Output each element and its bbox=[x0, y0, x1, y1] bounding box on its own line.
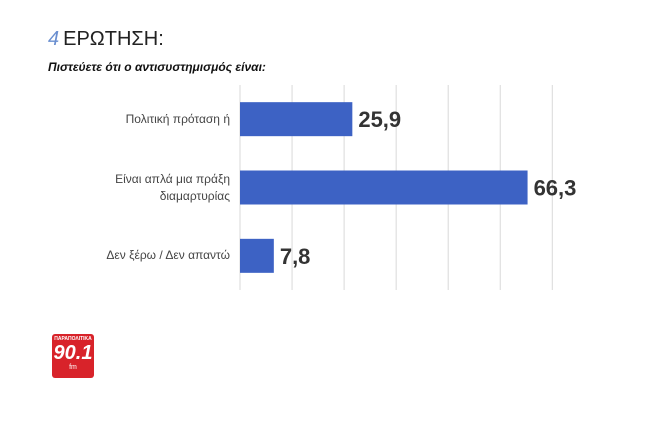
logo-brand: ΠΑΡΑΠΟΛΙΤΙΚΑ bbox=[54, 336, 92, 342]
logo-unit: fm bbox=[69, 364, 77, 371]
question-number: 4 bbox=[48, 28, 60, 50]
value-label: 25,9 bbox=[358, 107, 401, 132]
bar bbox=[240, 238, 274, 273]
logo: ΠΑΡΑΠΟΛΙΤΙΚΑ 90.1 fm bbox=[52, 334, 94, 378]
value-label: 7,8 bbox=[280, 244, 311, 269]
category-label: Δεν ξέρω / Δεν απαντώ bbox=[106, 248, 230, 263]
title-block: 4 ΕΡΩΤΗΣΗ: bbox=[48, 28, 164, 51]
value-label: 66,3 bbox=[534, 176, 577, 201]
chart-title: ΕΡΩΤΗΣΗ: bbox=[63, 28, 164, 50]
category-label: Πολιτική πρόταση ή bbox=[125, 111, 230, 126]
bar bbox=[240, 102, 353, 137]
logo-number: 90.1 bbox=[53, 342, 93, 364]
bar bbox=[240, 170, 528, 205]
category-label: Είναι απλά μια πράξη διαμαρτυρίας bbox=[115, 171, 230, 203]
chart-subtitle: Πιστεύετε ότι ο αντισυστημισμός είναι: bbox=[48, 60, 266, 74]
